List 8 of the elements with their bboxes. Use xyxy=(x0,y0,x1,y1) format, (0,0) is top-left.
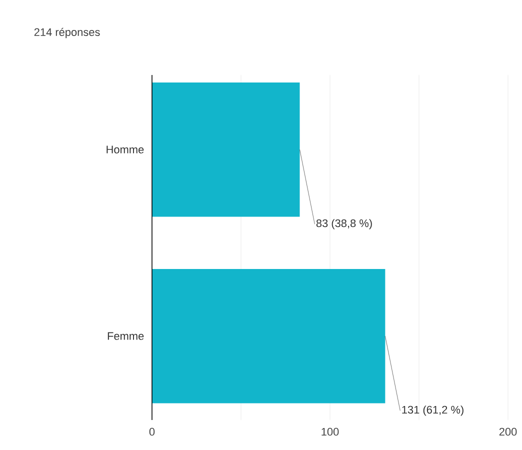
chart-title: 214 réponses xyxy=(34,28,100,38)
y-tick-label: Homme xyxy=(106,146,144,154)
y-tick-label: Femme xyxy=(108,332,144,340)
data-label: 83 (38,8 %) xyxy=(316,219,372,230)
data-label: 131 (61,2 %) xyxy=(402,406,464,416)
x-tick-label: 0 xyxy=(149,428,155,436)
x-tick-label: 100 xyxy=(322,428,339,436)
x-tick-label: 200 xyxy=(499,428,517,436)
